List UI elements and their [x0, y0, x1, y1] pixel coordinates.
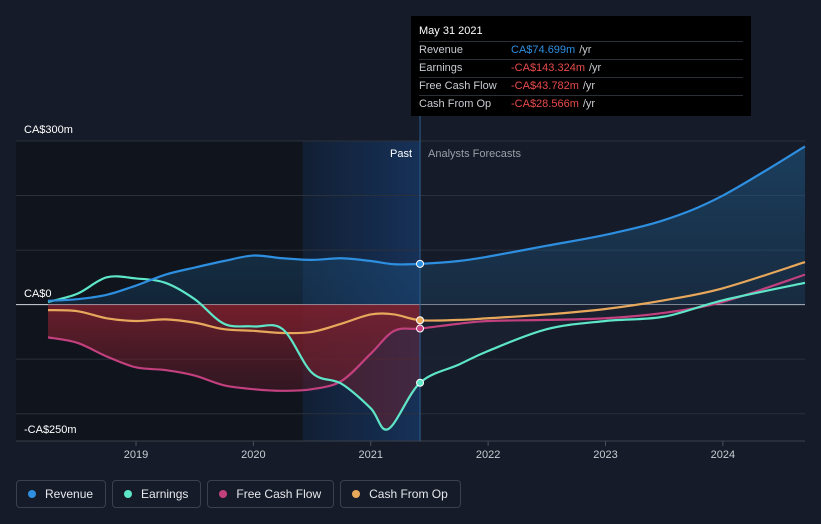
earnings-negative-fill [201, 304, 421, 430]
legend-dot-icon [352, 490, 361, 498]
legend-item-cash-from-op[interactable]: Cash From Op [340, 480, 461, 508]
x-tick-label: 2020 [241, 449, 265, 461]
x-tick-label: 2023 [593, 449, 617, 461]
free-cash-flow-marker [416, 324, 425, 333]
y-axis-label: -CA$250m [24, 424, 77, 436]
cash-from-op-marker [416, 316, 425, 325]
x-tick-label: 2022 [476, 449, 500, 461]
tooltip-row-free-cash-flow: Free Cash Flow -CA$43.782m /yr [419, 77, 743, 95]
earnings-forecast-fill [420, 304, 707, 383]
area-layer [48, 146, 805, 430]
tooltip-date: May 31 2021 [419, 25, 483, 37]
x-tick-label: 2024 [711, 449, 735, 461]
tooltip-unit: /yr [582, 80, 596, 92]
tooltip-row-cash-from-op: Cash From Op -CA$28.566m /yr [419, 95, 743, 113]
legend-item-free-cash-flow[interactable]: Free Cash Flow [207, 480, 335, 508]
revenue-line [47, 145, 806, 302]
legend-label: Revenue [45, 487, 94, 501]
free-cash-flow-negative-fill [48, 304, 421, 391]
legend-label: Cash From Op [369, 487, 448, 501]
forecast-label: Analysts Forecasts [428, 148, 521, 160]
data-tooltip: May 31 2021 Revenue CA$74.699m /yr Earni… [411, 16, 751, 116]
x-tick-label: 2021 [359, 449, 383, 461]
earnings-marker [416, 378, 425, 387]
label-layer: 2019 2020 2021 2022 2023 2024 CA$300m CA$0 -CA$2… [24, 124, 735, 461]
tooltip-label: Cash From Op [419, 98, 492, 110]
negative-fill-group [48, 304, 707, 430]
y-axis-label: CA$300m [24, 124, 73, 136]
tooltip-label: Revenue [419, 44, 464, 56]
x-tick-label: 2019 [124, 449, 148, 461]
tooltip-row-revenue: Revenue CA$74.699m /yr [419, 41, 743, 59]
cash-from-op-line [47, 261, 806, 335]
tooltip-unit: /yr [579, 44, 592, 56]
tooltip-value: -CA$43.782m [511, 80, 579, 92]
legend-dot-icon [124, 490, 133, 498]
tooltip-unit: /yr [582, 98, 596, 110]
past-label: Past [390, 148, 412, 160]
legend-item-earnings[interactable]: Earnings [112, 480, 202, 508]
tooltip-value: -CA$28.566m [511, 98, 579, 110]
revenue-marker [416, 259, 425, 268]
legend-item-revenue[interactable]: Revenue [16, 480, 107, 508]
tooltip-value: -CA$143.324m [511, 62, 585, 74]
legend-label: Earnings [141, 487, 189, 501]
tooltip-row-earnings: Earnings -CA$143.324m /yr [419, 59, 743, 77]
tooltip-unit: /yr [589, 62, 602, 74]
legend-label: Free Cash Flow [236, 487, 322, 501]
legend-dot-icon [28, 490, 36, 498]
revenue-area-fill [48, 146, 805, 305]
tooltip-label: Free Cash Flow [419, 80, 497, 92]
tooltip-value: CA$74.699m [511, 44, 576, 56]
line-layer [47, 95, 806, 441]
chart-legend: Revenue Earnings Free Cash Flow Cash Fro… [16, 480, 461, 508]
free-cash-flow-line [47, 273, 806, 392]
tooltip-label: Earnings [419, 62, 463, 74]
legend-dot-icon [219, 490, 228, 498]
earnings-line [47, 275, 806, 431]
y-axis-label: CA$0 [24, 288, 52, 300]
